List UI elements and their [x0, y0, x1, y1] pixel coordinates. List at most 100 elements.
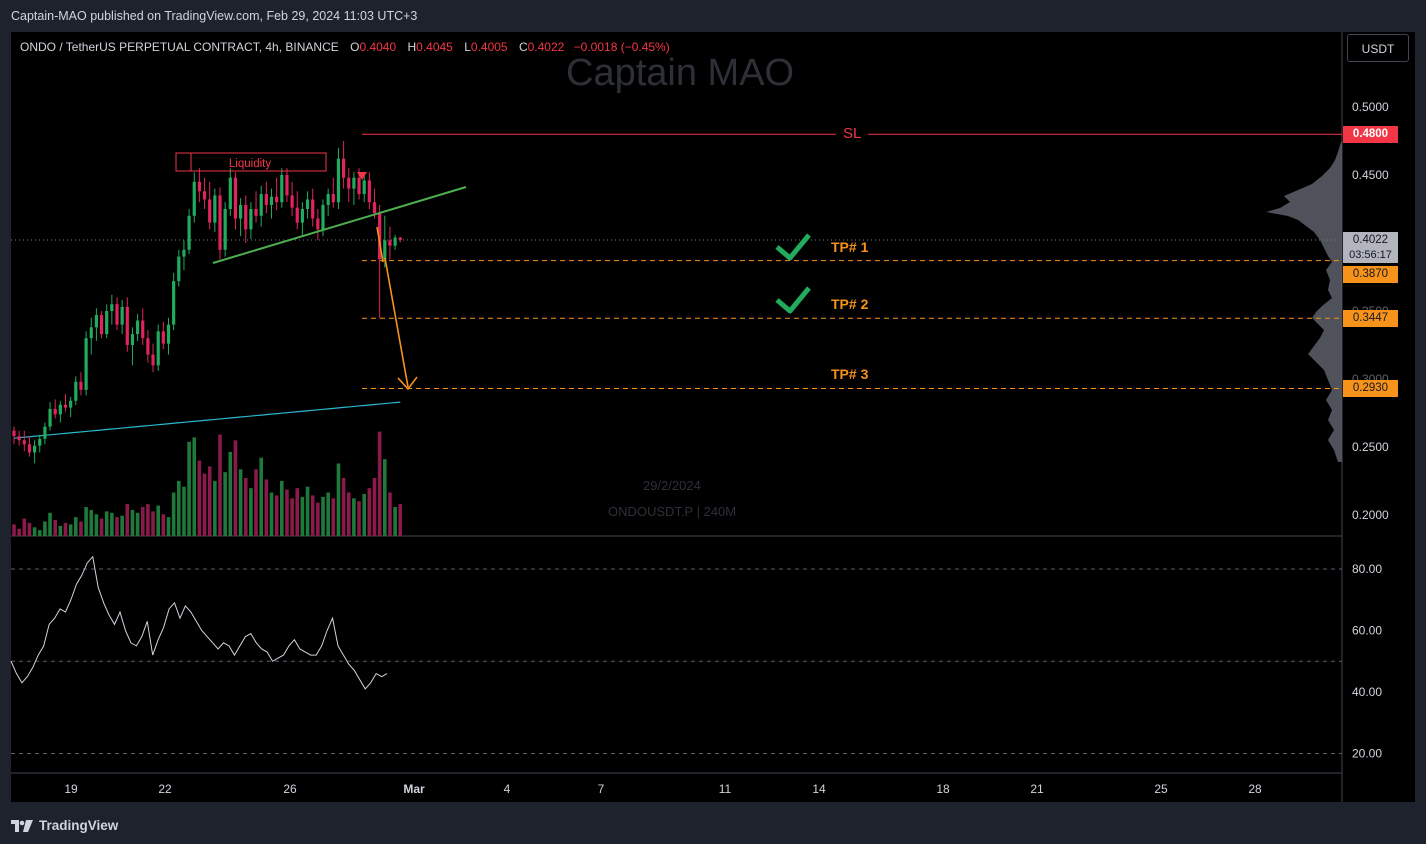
candle-body — [156, 331, 160, 366]
volume-bar — [58, 525, 63, 536]
candle-body — [290, 195, 294, 208]
time-tick: 11 — [719, 782, 732, 796]
candle-body — [367, 180, 371, 203]
volume-bar — [393, 507, 397, 536]
volume-bar — [285, 489, 289, 536]
tp3-label: TP# 3 — [831, 366, 869, 382]
volume-bar — [89, 509, 94, 536]
open-label: O — [350, 40, 360, 54]
candle-body — [336, 158, 341, 203]
candle-body — [331, 194, 335, 203]
rsi-tick: 20.00 — [1352, 747, 1382, 761]
volume-bar — [218, 434, 222, 536]
volume-bar — [182, 486, 186, 536]
watermark-symbol: ONDOUSDT.P | 240M — [608, 504, 737, 519]
rsi-line — [10, 555, 388, 690]
volume-bar — [228, 451, 233, 536]
open-value: 0.4040 — [359, 40, 397, 54]
volume-bar — [104, 511, 109, 536]
candle-body — [192, 181, 196, 216]
candle-body — [398, 237, 402, 241]
countdown-tag: 03:56:17 — [1343, 248, 1398, 263]
tp3-price-tag: 0.2930 — [1343, 380, 1398, 397]
time-tick: Mar — [403, 782, 425, 796]
candle-body — [48, 408, 52, 427]
volume-bar — [187, 441, 191, 536]
volume-bar — [341, 478, 346, 536]
candle-body — [79, 381, 83, 390]
volume-bar — [367, 488, 372, 536]
candle-body — [388, 240, 392, 246]
tradingview-logo[interactable]: TradingView — [11, 818, 118, 833]
volume-bar — [290, 498, 294, 536]
candle-body — [342, 158, 346, 178]
time-tick: 19 — [64, 782, 78, 796]
volume-bar — [274, 495, 279, 536]
high-value: 0.4045 — [416, 40, 453, 54]
close-value: 0.4022 — [527, 40, 565, 54]
change-value: −0.0018 (−0.45%) — [573, 40, 670, 54]
volume-bar — [84, 507, 88, 536]
volume-bar — [32, 527, 37, 536]
top-bar: Captain-MAO published on TradingView.com… — [0, 0, 1426, 32]
candle-body — [136, 320, 140, 335]
volume-bar — [27, 522, 32, 536]
candle-body — [53, 408, 57, 415]
volume-bar — [110, 512, 114, 536]
ema-line — [13, 401, 401, 439]
signal-triangle-icon — [357, 172, 367, 180]
candle-body — [172, 281, 176, 325]
candle-body — [218, 195, 222, 250]
candle-body — [233, 177, 238, 219]
candle-body — [305, 199, 310, 209]
watermark-date: 29/2/2024 — [643, 478, 701, 493]
volume-bar — [43, 521, 47, 536]
liquidity-label: Liquidity — [229, 158, 271, 170]
rsi-tick: 40.00 — [1352, 685, 1382, 699]
volume-bar — [326, 492, 330, 536]
volume-bar — [233, 440, 238, 536]
candle-body — [74, 381, 78, 401]
volume-bar — [305, 486, 310, 536]
time-tick: 21 — [1030, 782, 1044, 796]
volume-bar — [346, 492, 351, 536]
tp-check-icon-2 — [775, 286, 811, 314]
candle-body — [326, 194, 330, 205]
volume-bar — [398, 504, 403, 536]
volume-bar — [254, 469, 258, 536]
volume-bar — [238, 469, 243, 536]
candle-body — [321, 204, 325, 230]
volume-bar — [331, 498, 336, 536]
volume-bar — [269, 492, 274, 536]
volume-bar — [300, 496, 305, 536]
candle-body — [311, 199, 315, 219]
volume-bar — [336, 463, 341, 536]
candle-body — [182, 249, 186, 257]
candle-body — [177, 256, 181, 282]
volume-bar — [37, 530, 42, 536]
candle-body — [244, 204, 248, 230]
candle-body — [393, 237, 397, 246]
volume-bar — [207, 466, 212, 536]
symbol-title[interactable]: ONDO / TetherUS PERPETUAL CONTRACT, 4h, … — [20, 40, 339, 54]
volume-bar — [125, 504, 130, 536]
volume-bar — [388, 492, 392, 536]
price-tick: 0.2500 — [1352, 440, 1389, 454]
low-label: L — [464, 40, 471, 54]
candle-body — [264, 194, 268, 205]
candle-body — [58, 404, 62, 415]
candle-body — [239, 204, 243, 219]
candle-body — [347, 177, 351, 189]
candle-body — [151, 354, 155, 366]
time-tick: 7 — [598, 782, 605, 796]
candle-body — [99, 315, 104, 335]
tp-check-icon-1 — [775, 233, 811, 261]
candle-body — [378, 213, 382, 260]
volume-bar — [53, 520, 57, 536]
currency-button[interactable]: USDT — [1347, 34, 1409, 62]
bottom-bar — [0, 806, 1426, 844]
candle-body — [12, 430, 16, 437]
volume-bar — [22, 518, 27, 536]
volume-bar — [197, 460, 202, 536]
